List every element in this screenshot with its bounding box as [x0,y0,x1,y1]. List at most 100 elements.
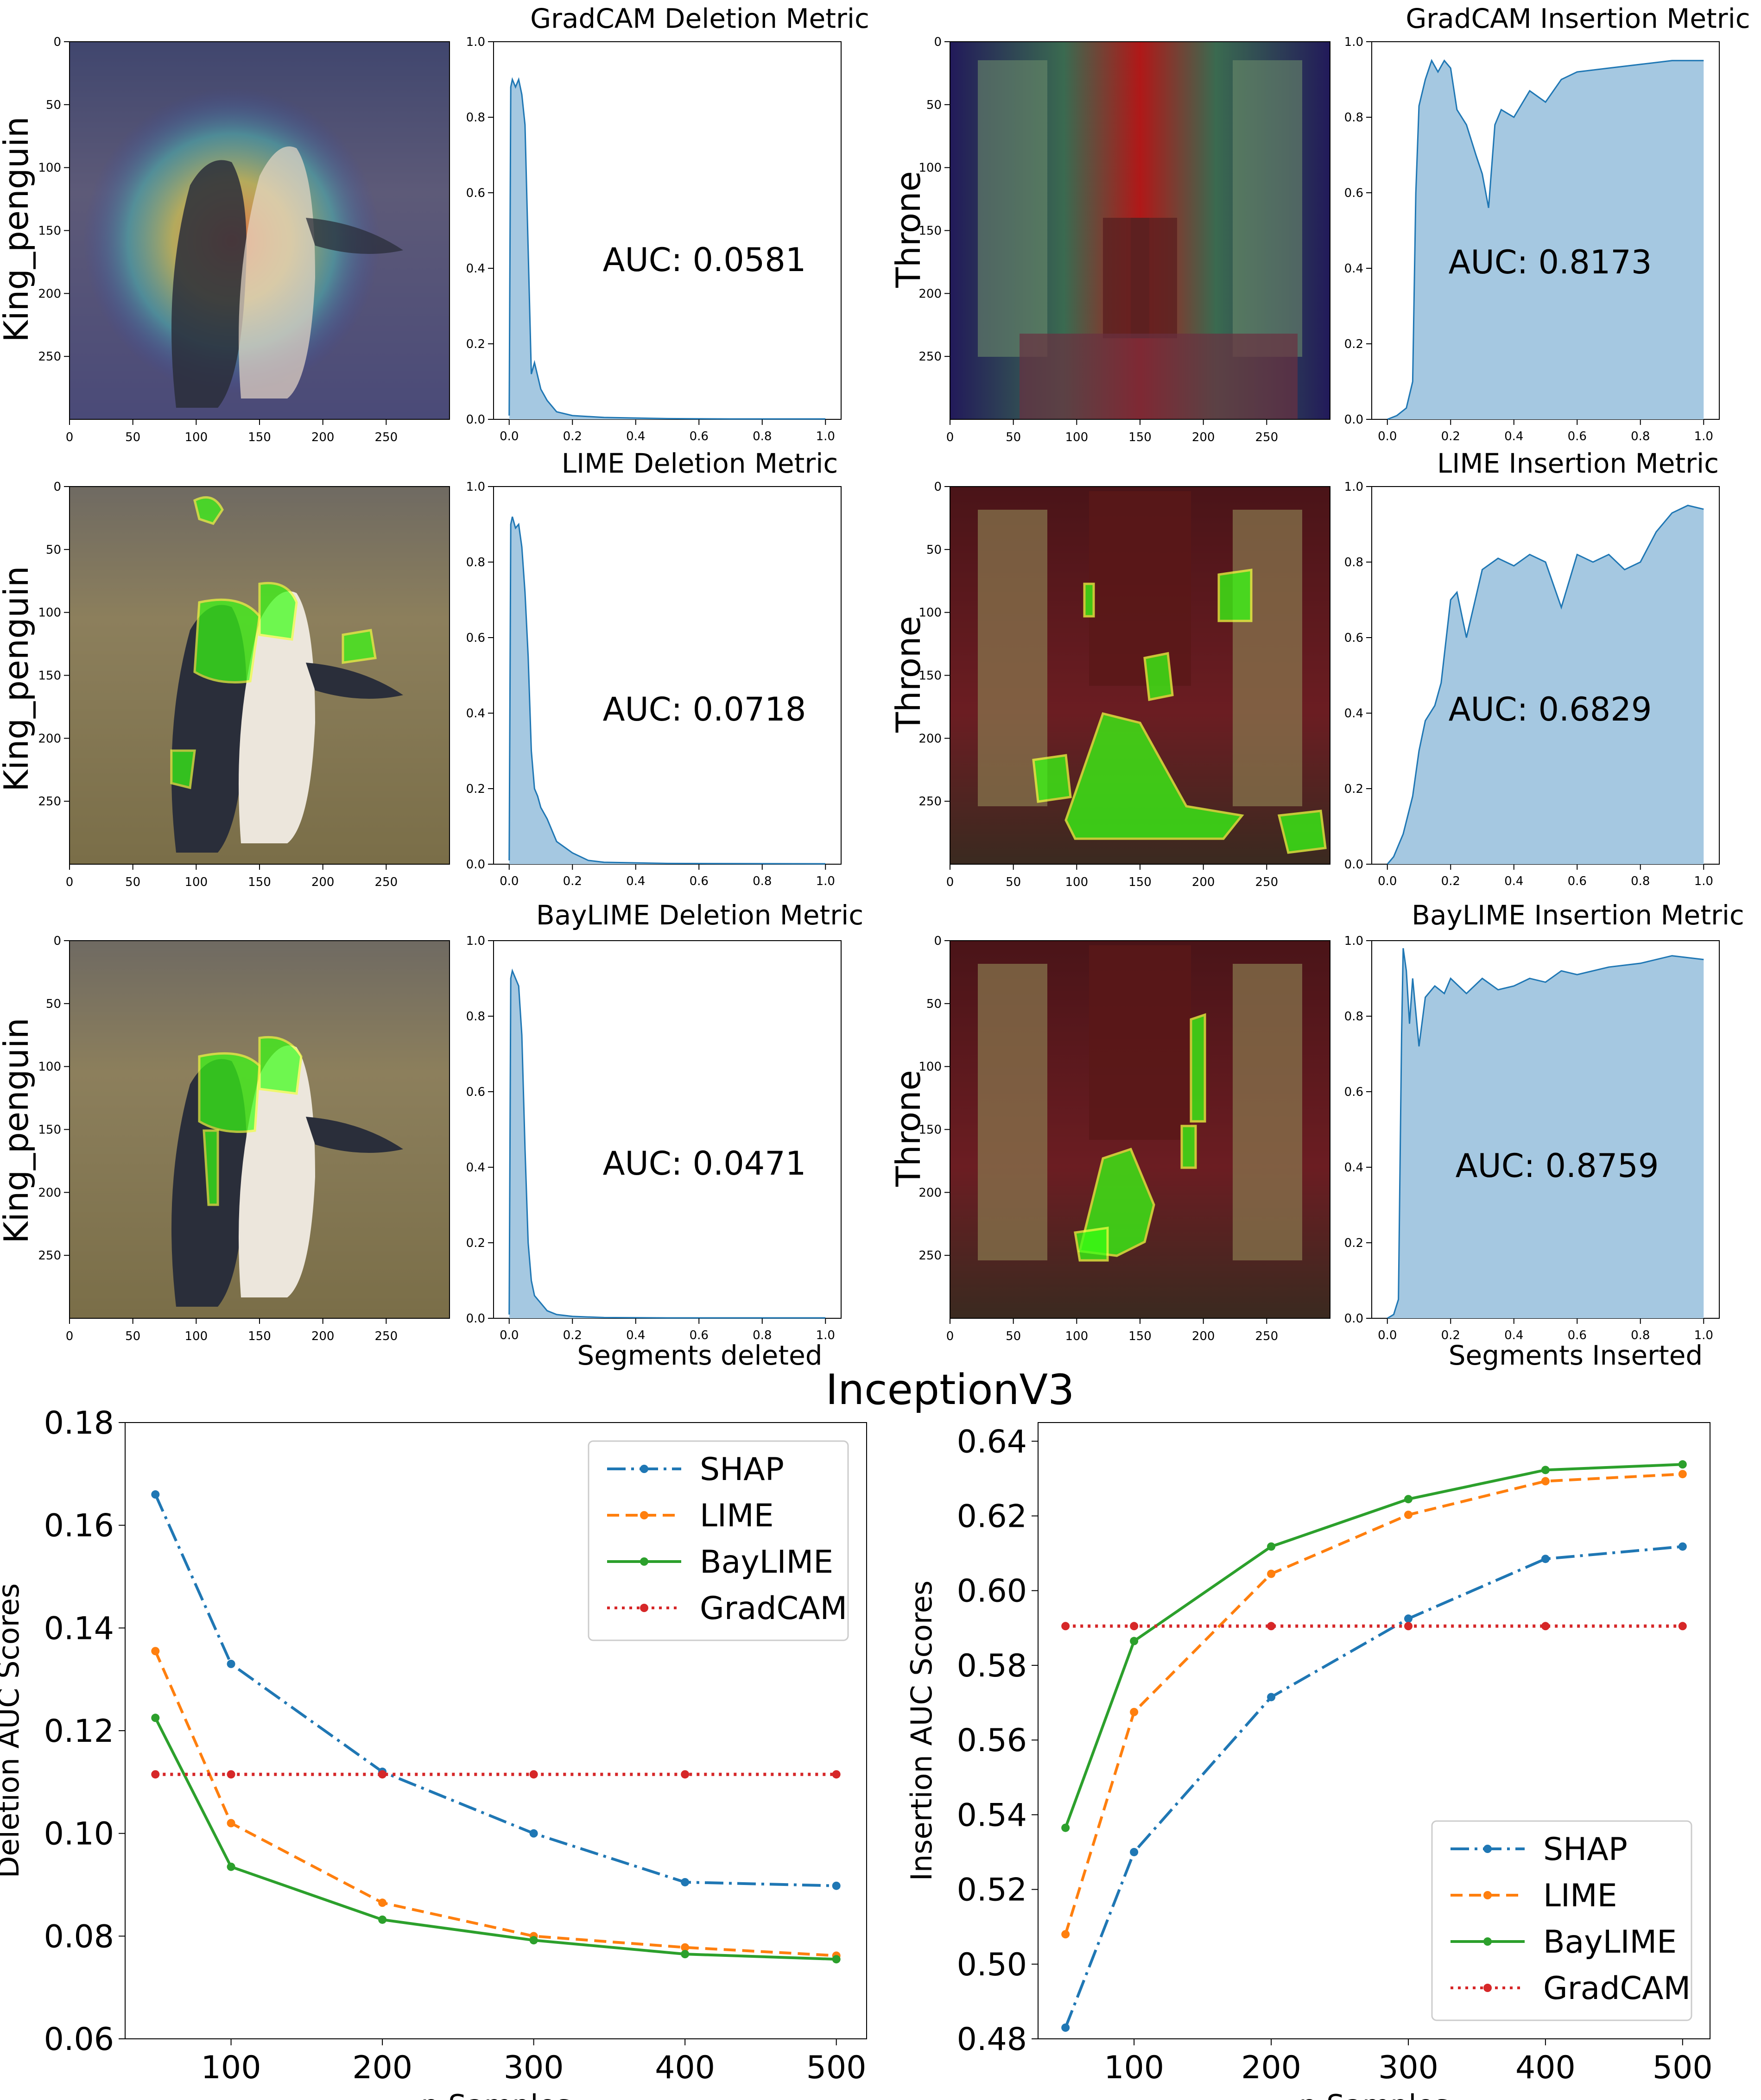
y-tick-label: 200 [919,287,942,301]
data-point-shap [1061,2023,1070,2032]
y-tick-label: 0.8 [1344,556,1363,569]
x-tick-label: 0.2 [1441,1328,1460,1342]
y-tick-label: 0.10 [44,1816,114,1853]
y-tick-label: 200 [38,287,61,301]
insertion-metric-baylime: 0.0 0.2 0.4 0.6 0.8 1.0 0.0 0.2 0.4 0.6 0.8 1.0 [1344,934,1720,1342]
area-fill [1387,60,1704,419]
y-tick-label: 1.0 [466,35,485,49]
data-point-lime [227,1819,235,1828]
insertion-auc-chart: 100 200 300 400 500 0.48 0.50 0.52 0.54 0.56 0.58 0… [905,1422,1713,2100]
data-point-lime [151,1647,160,1656]
x-tick-label: 0.6 [690,430,709,443]
x-tick-label: 250 [375,875,398,889]
data-point-shap [1267,1693,1276,1702]
x-tick-label: 0.8 [1631,1328,1650,1342]
data-point-shap [681,1878,690,1886]
data-point-baylime [681,1950,690,1959]
deletion-auc-chart: 100 200 300 400 500 0.06 0.08 0.10 0.12 0.14 0.16 0… [0,1405,867,2100]
panel-row-gradcam: King_penguin GradCAM Deletion Metric 0.0… [0,3,1750,443]
x-axis-label: n Samples [421,2088,571,2100]
x-tick-label: 0.8 [753,1328,772,1342]
x-axis-label: Segments deleted [577,1340,822,1371]
x-tick-label: 1.0 [816,874,835,888]
data-point-shap [1678,1542,1687,1551]
row-label: Throne [889,616,928,733]
area-line [1387,505,1704,865]
x-axis-label: Segments Inserted [1449,1340,1703,1371]
y-tick-label: 0.54 [957,1797,1027,1834]
x-tick-label: 50 [1006,875,1021,889]
x-tick-label: 300 [504,2049,564,2086]
legend-box [588,1440,849,1641]
y-tick-label: 0.2 [1344,782,1363,796]
y-axis-label: Insertion AUC Scores [905,1581,938,1881]
data-point-gradcam [1541,1622,1550,1631]
panel-row-baylime: King_penguin BayLIME Deletion Metric 0.0… [0,899,1744,1371]
legend-label: SHAP [700,1451,784,1488]
y-tick-label: 0.0 [1344,1312,1363,1326]
row-label: King_penguin [0,566,36,791]
x-tick-label: 100 [1065,430,1089,444]
panel-title: GradCAM Insertion Metric [1406,3,1750,34]
data-point-gradcam [1130,1622,1139,1631]
y-tick-label: 150 [38,1123,61,1137]
y-tick-label: 200 [38,732,61,746]
metric-panels: King_penguin GradCAM Deletion Metric 0.0… [0,3,1750,1371]
x-tick-label: 100 [1104,2049,1164,2086]
x-tick-label: 0.0 [1378,1328,1397,1342]
image-tick-labels: 0 50 100 150 200 250 0 50 100 150 200 250 [919,480,1278,889]
x-tick-label: 0.0 [1378,430,1397,443]
y-tick-label: 0.6 [1344,186,1363,200]
x-tick-label: 1.0 [1694,430,1713,443]
x-tick-label: 50 [125,430,140,444]
insertion-metric-lime: 0.0 0.2 0.4 0.6 0.8 1.0 0.0 0.2 0.4 0.6 0.8 1.0 [1344,480,1720,888]
series-line-shap [1064,1545,1683,2028]
x-tick-label: 0.8 [753,874,772,888]
image-tick-labels: 0 50 100 150 200 250 0 50 100 150 200 250 [38,35,398,444]
row-label: Throne [889,1070,928,1187]
x-tick-label: 50 [1006,430,1021,444]
panel-title: GradCAM Deletion Metric [530,3,869,34]
data-point-baylime [1061,1823,1070,1832]
y-tick-label: 1.0 [1344,480,1363,494]
y-tick-label: 0 [934,934,942,948]
data-point-lime [378,1898,387,1907]
x-tick-label: 200 [1192,875,1215,889]
y-tick-label: 250 [38,350,61,364]
y-tick-label: 0 [53,480,61,494]
legend-label: BayLIME [1543,1924,1677,1961]
legend-marker [1483,1984,1492,1992]
data-point-baylime [529,1936,538,1945]
y-tick-label: 0.58 [957,1648,1027,1684]
y-tick-label: 100 [38,1060,61,1074]
y-tick-label: 0.6 [466,631,485,645]
panel-row-lime: King_penguin LIME Deletion Metric 0.0 0.2… [0,448,1720,888]
data-point-gradcam [1404,1622,1413,1631]
legend-label: LIME [1543,1878,1617,1914]
x-tick-label: 200 [1241,2049,1301,2086]
insertion-metric-gradcam: 0.0 0.2 0.4 0.6 0.8 1.0 0.0 0.2 0.4 0.6 0.8 1.0 [1344,35,1720,443]
data-point-shap [1541,1555,1550,1563]
auc-annotation: AUC: 0.8759 [1456,1147,1659,1185]
legend-marker [1483,1845,1492,1853]
auc-annotation: AUC: 0.8173 [1449,243,1652,281]
y-tick-label: 0.4 [1344,1161,1363,1175]
x-tick-label: 200 [311,875,335,889]
legend-label: LIME [700,1498,774,1534]
data-point-lime [681,1943,690,1952]
area-fill [1387,505,1704,864]
series-line-lime [1064,1473,1683,1935]
y-tick-label: 200 [919,732,942,746]
y-tick-label: 0.52 [957,1872,1027,1909]
area-line [508,968,826,1319]
plot-frame [493,486,842,865]
x-tick-label: 0.2 [563,1328,582,1342]
x-tick-label: 1.0 [816,1328,835,1342]
x-tick-label: 100 [185,1329,208,1343]
figure-title: InceptionV3 [826,1366,1075,1414]
deletion-metric-lime: 0.0 0.2 0.4 0.6 0.8 1.0 0.0 0.2 0.4 0.6 0.8 1.0 [466,480,842,888]
area-line [508,516,826,865]
x-tick-label: 0 [946,875,954,889]
area-line [1387,948,1704,1319]
